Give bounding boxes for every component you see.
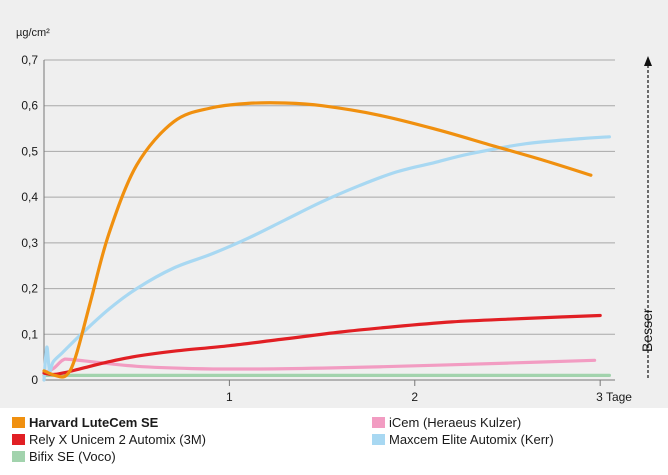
legend-swatch-icem bbox=[372, 417, 385, 428]
legend-swatch-relyx bbox=[12, 434, 25, 445]
series-line-maxcem-elite-automix-kerr bbox=[42, 135, 611, 382]
axes: 0 0,1 0,2 0,3 0,4 0,5 0,6 0,7 1 2 3 Tage bbox=[21, 53, 632, 404]
y-axis-label: µg/cm² bbox=[16, 27, 50, 39]
besser-label: Besser bbox=[639, 308, 655, 352]
legend-label-relyx: Rely X Unicem 2 Automix (3M) bbox=[29, 432, 206, 447]
legend-item-icem: iCem (Heraeus Kulzer) bbox=[372, 414, 554, 431]
legend-item-relyx: Rely X Unicem 2 Automix (3M) bbox=[12, 431, 206, 448]
x-tick-label: 1 bbox=[226, 390, 233, 404]
x-tick-label: 3 Tage bbox=[596, 390, 632, 404]
y-tick-label: 0,4 bbox=[21, 190, 38, 204]
series-line-icem-heraeus-kulzer bbox=[42, 357, 597, 375]
legend-item-maxcem: Maxcem Elite Automix (Kerr) bbox=[372, 431, 554, 448]
legend-label-icem: iCem (Heraeus Kulzer) bbox=[389, 415, 522, 430]
y-tick-label: 0,7 bbox=[21, 53, 38, 67]
legend-swatch-harvard bbox=[12, 417, 25, 428]
legend-label-harvard: Harvard LuteCem SE bbox=[29, 415, 159, 430]
y-tick-label: 0,3 bbox=[21, 236, 38, 250]
legend-left: Harvard LuteCem SE Rely X Unicem 2 Autom… bbox=[12, 414, 206, 465]
legend-swatch-maxcem bbox=[372, 434, 385, 445]
y-tick-label: 0,2 bbox=[21, 282, 38, 296]
legend-right: iCem (Heraeus Kulzer) Maxcem Elite Autom… bbox=[372, 414, 554, 448]
x-tick-label: 2 bbox=[411, 390, 418, 404]
series-group bbox=[42, 101, 611, 382]
series-line-harvard-lutecem-se bbox=[42, 101, 593, 379]
besser-annotation: Besser bbox=[639, 56, 655, 378]
legend-item-bifix: Bifix SE (Voco) bbox=[12, 448, 206, 465]
line-chart: 0 0,1 0,2 0,3 0,4 0,5 0,6 0,7 1 2 3 Tage µg/cm² Be… bbox=[16, 27, 655, 404]
legend-label-maxcem: Maxcem Elite Automix (Kerr) bbox=[389, 432, 554, 447]
legend-swatch-bifix bbox=[12, 451, 25, 462]
y-tick-label: 0,1 bbox=[21, 327, 38, 341]
besser-arrow-head bbox=[644, 56, 652, 66]
chart-panel: 0 0,1 0,2 0,3 0,4 0,5 0,6 0,7 1 2 3 Tage µg/cm² Be… bbox=[0, 0, 668, 408]
legend-label-bifix: Bifix SE (Voco) bbox=[29, 449, 116, 464]
y-tick-label: 0,5 bbox=[21, 144, 38, 158]
y-tick-label: 0,6 bbox=[21, 99, 38, 113]
legend-item-harvard: Harvard LuteCem SE bbox=[12, 414, 206, 431]
y-tick-label: 0 bbox=[31, 373, 38, 387]
